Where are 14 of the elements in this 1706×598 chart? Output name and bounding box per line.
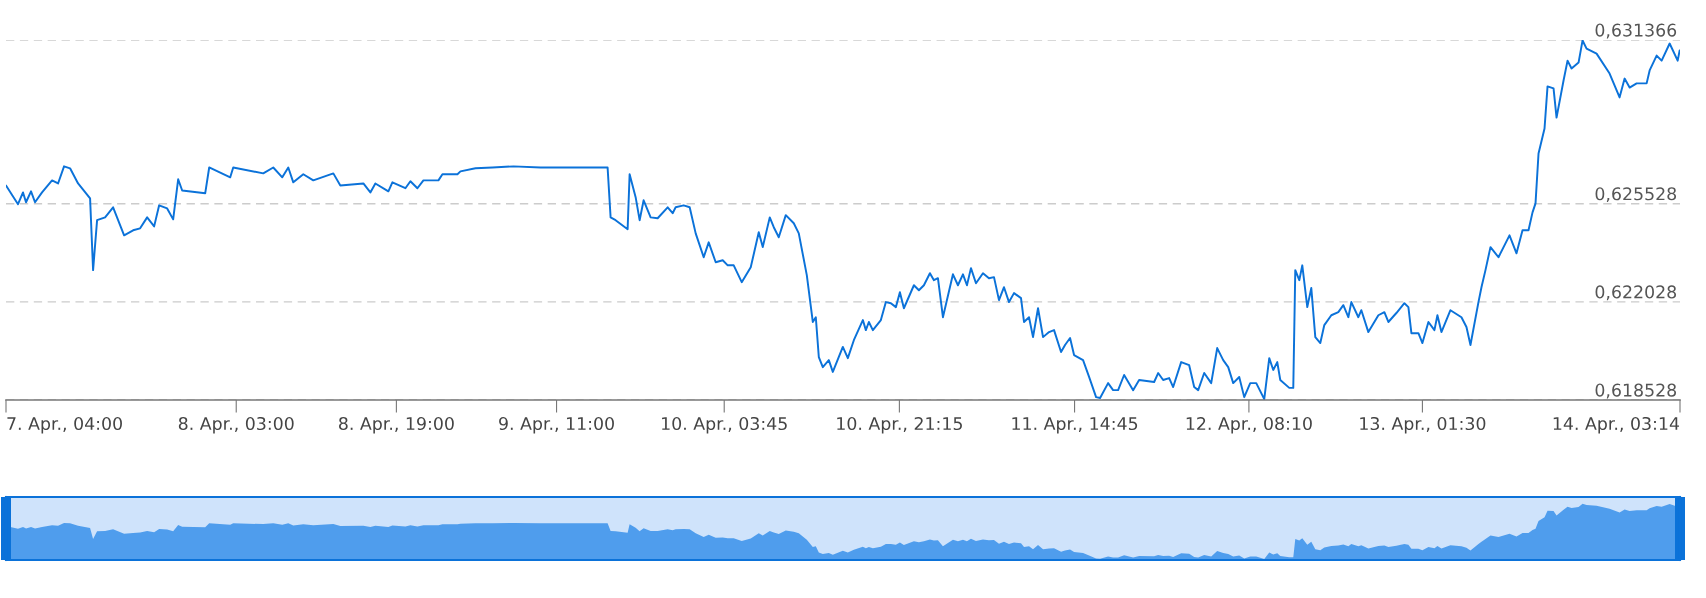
y-tick-label: 0,625528: [1595, 187, 1677, 203]
x-tick-label: 10. Apr., 03:45: [662, 416, 787, 434]
y-tick-label: 0,631366: [1595, 23, 1677, 39]
x-tick-label: 8. Apr., 03:00: [178, 416, 294, 434]
x-tick-label: 14. Apr., 03:14: [1553, 416, 1680, 434]
x-tick-label: 12. Apr., 08:10: [1186, 416, 1312, 434]
x-tick-label: 11. Apr., 14:45: [1012, 417, 1138, 434]
y-tick-label: 0,618528: [1595, 383, 1677, 399]
x-tick-label: 9. Apr., 11:00: [499, 416, 614, 434]
x-tick-label: 13. Apr., 01:30: [1360, 416, 1486, 434]
x-tick-label: 8. Apr., 19:00: [339, 416, 454, 434]
y-tick-label: 0,622028: [1595, 285, 1677, 301]
x-tick-label: 7. Apr., 04:00: [7, 416, 122, 434]
x-tick-label: 10. Apr., 21:15: [837, 416, 962, 434]
